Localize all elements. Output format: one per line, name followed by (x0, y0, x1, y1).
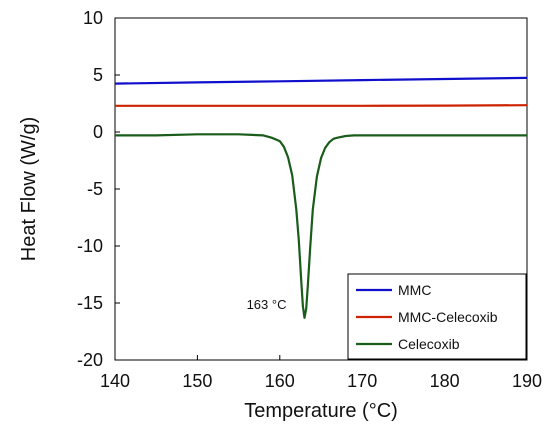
y-tick-label: 10 (83, 8, 103, 28)
legend-label: Celecoxib (398, 336, 460, 352)
x-tick-label: 160 (265, 371, 295, 391)
series-lines (114, 76, 528, 319)
y-axis-title: Heat Flow (W/g) (18, 117, 40, 261)
legend: MMC MMC-Celecoxib Celecoxib (347, 273, 527, 360)
series-line-celecoxib (115, 133, 527, 319)
x-tick-label: 180 (430, 371, 460, 391)
legend-label: MMC (398, 282, 431, 298)
y-tick-label: -5 (87, 179, 103, 199)
peak-annotation: 163 °C (247, 297, 287, 312)
legend-label: MMC-Celecoxib (398, 309, 498, 325)
x-tick-label: 170 (347, 371, 377, 391)
axis-ticks: 140 150 160 170 180 190 10 5 0 -5 -10 -15 -20 (77, 8, 542, 391)
y-tick-label: -20 (77, 350, 103, 370)
x-tick-label: 190 (512, 371, 542, 391)
series-line-mmc-celecoxib (115, 104, 528, 107)
y-tick-label: 0 (93, 122, 103, 142)
x-axis-title: Temperature (°C) (244, 400, 398, 422)
x-tick-label: 150 (182, 371, 212, 391)
series-line-mmc (114, 76, 528, 85)
x-tick-label: 140 (100, 371, 130, 391)
y-tick-label: -15 (77, 293, 103, 313)
y-tick-label: -10 (77, 236, 103, 256)
y-tick-label: 5 (93, 65, 103, 85)
